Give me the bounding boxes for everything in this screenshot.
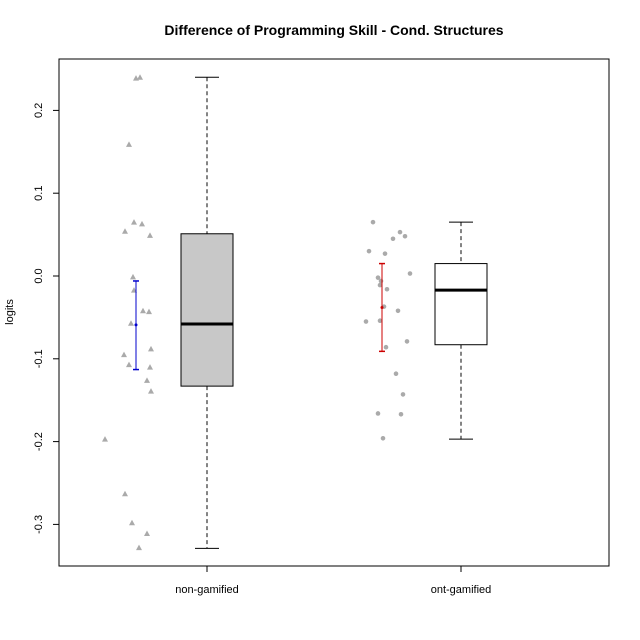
data-point [126, 141, 132, 147]
chart-marks [102, 74, 488, 551]
data-point [378, 278, 384, 284]
chart-title: Difference of Programming Skill - Cond. … [164, 22, 503, 38]
data-point [131, 219, 137, 225]
data-point [375, 411, 381, 416]
data-point [140, 307, 146, 314]
data-point [384, 286, 390, 292]
y-tick-label: -0.1 [33, 349, 45, 368]
data-point [146, 308, 152, 315]
y-tick-label: 0.0 [33, 268, 45, 283]
data-point [122, 228, 128, 234]
data-point [402, 233, 408, 239]
data-point [144, 377, 150, 383]
data-point [366, 248, 372, 254]
y-tick-label: -0.3 [33, 515, 45, 534]
y-axis: -0.3 -0.2 -0.1 0.0 0.1 0.2 [33, 103, 60, 534]
data-point [382, 251, 388, 256]
data-point [375, 275, 381, 280]
data-point [390, 236, 396, 242]
data-point [400, 392, 406, 397]
data-point [139, 220, 145, 227]
x-tick-label: non-gamified [175, 584, 239, 596]
data-point [102, 436, 108, 442]
data-point [370, 219, 376, 225]
mean-point [134, 323, 138, 327]
box-iqr [434, 263, 488, 346]
y-axis-label: logits [4, 299, 16, 325]
data-point [144, 530, 150, 537]
y-tick-label: 0.2 [33, 103, 45, 118]
mean-point [380, 305, 384, 309]
data-point [147, 364, 153, 370]
data-point [130, 273, 136, 280]
data-point [147, 232, 153, 238]
data-point [407, 271, 413, 276]
data-point [148, 345, 154, 352]
x-tick-label: ont-gamified [431, 584, 492, 596]
data-point [126, 361, 132, 368]
data-point [148, 388, 154, 394]
data-point [128, 320, 134, 326]
data-point [129, 519, 135, 526]
x-axis: non-gamified ont-gamified [175, 566, 491, 596]
data-point [136, 544, 142, 551]
y-tick-label: 0.1 [33, 186, 45, 201]
data-point [121, 351, 127, 358]
data-point [377, 282, 383, 288]
data-point [404, 339, 410, 344]
data-point [397, 229, 403, 235]
data-point [380, 435, 386, 441]
data-point [398, 411, 404, 417]
data-point [377, 318, 383, 324]
data-point [383, 344, 389, 350]
data-point [395, 308, 401, 314]
data-point [137, 74, 143, 80]
data-point [393, 371, 399, 377]
data-point [122, 490, 128, 497]
y-tick-label: -0.2 [33, 432, 45, 451]
data-point [363, 319, 369, 324]
box-iqr [180, 233, 234, 387]
